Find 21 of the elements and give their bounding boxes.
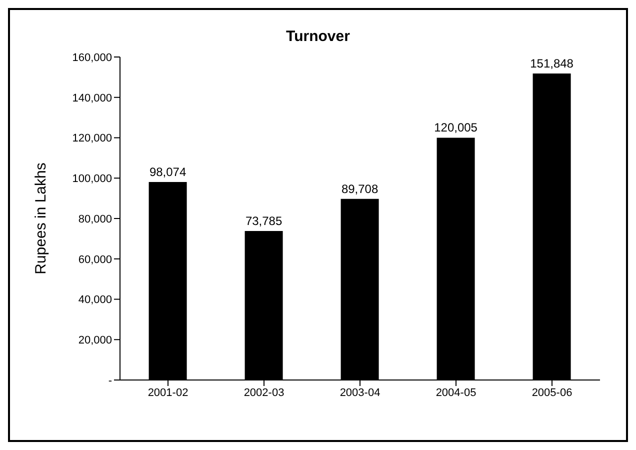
y-axis-title: Rupees in Lakhs [32,162,50,274]
chart-title: Turnover [285,28,351,45]
data-label: 151,848 [530,56,574,70]
y-tick-label: 160,000 [72,52,112,64]
x-tick-label: 2003-04 [340,386,380,399]
y-tick-label: 120,000 [72,132,112,145]
y-tick-label: 100,000 [72,173,112,186]
y-tick-label: 60,000 [78,254,112,266]
data-label: 98,074 [149,165,186,180]
data-label: 89,708 [341,182,378,196]
y-tick-label: 40,000 [78,294,112,306]
data-label: 73,785 [245,214,282,228]
y-tick-label: 140,000 [72,92,112,104]
x-tick-label: 2002-03 [244,386,284,399]
y-tick-label: 20,000 [78,334,112,347]
x-tick-label: 2004-05 [436,386,476,399]
data-label: 120,005 [434,120,478,135]
y-tick-label: - [108,374,112,387]
y-tick-label: 80,000 [78,213,112,226]
x-tick-label: 2005-06 [532,386,572,399]
x-tick-label: 2001-02 [148,386,188,399]
